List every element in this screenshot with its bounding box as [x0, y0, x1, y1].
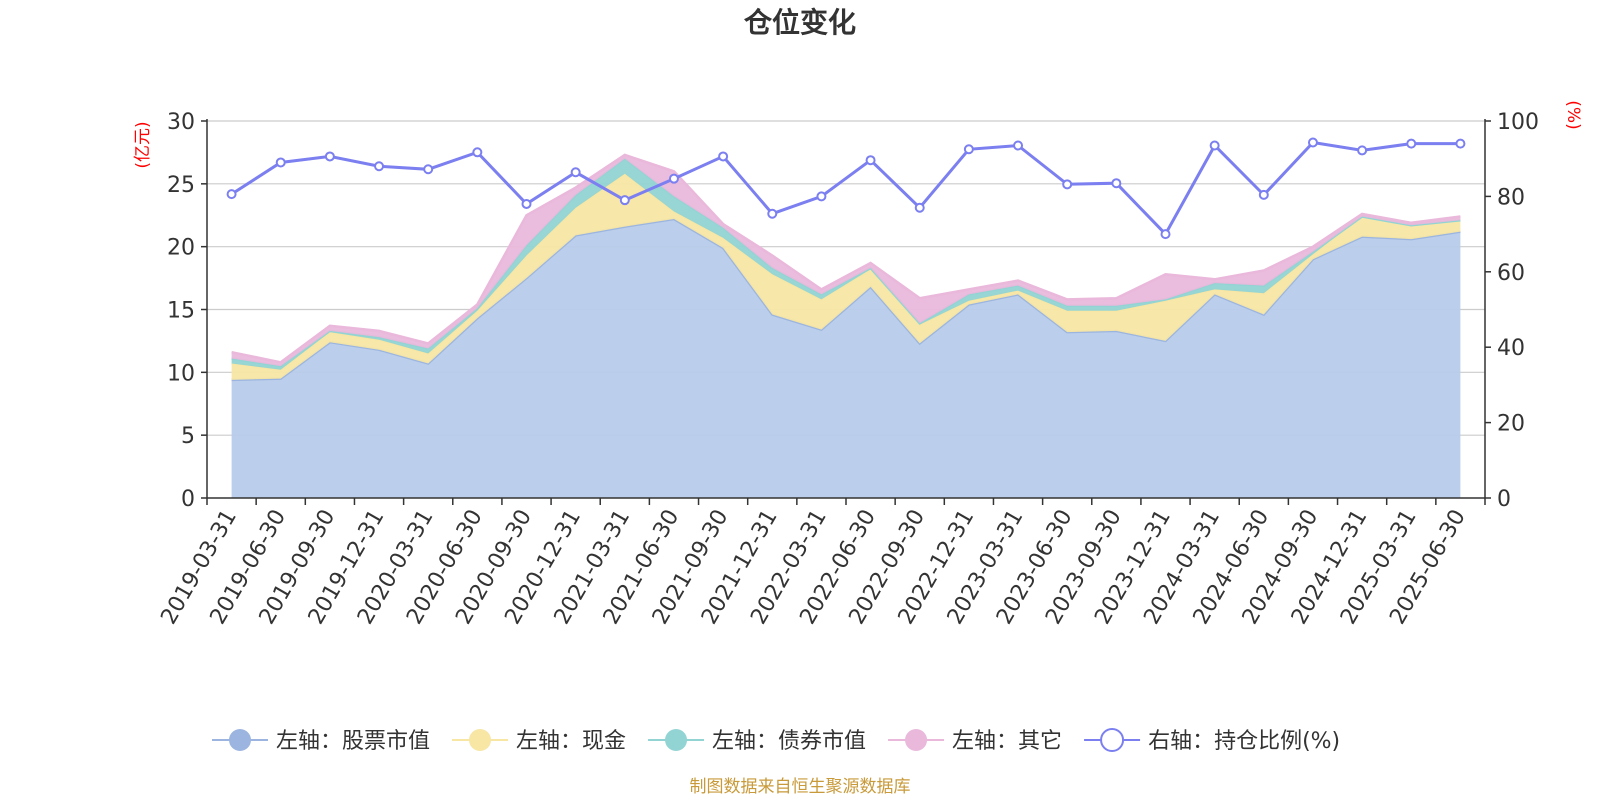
- ratio-point: [865, 155, 876, 166]
- ratio-line-series: [226, 137, 1466, 240]
- ratio-point: [226, 189, 237, 200]
- right-tick-label: 100: [1497, 110, 1539, 135]
- left-tick-label: 10: [167, 361, 195, 386]
- other-area-line: [231, 153, 1461, 364]
- ratio-point: [767, 208, 778, 219]
- ratio-point: [816, 191, 827, 202]
- legend-label: 左轴：债券市值: [712, 729, 866, 754]
- left-tick-label: 25: [167, 173, 195, 198]
- legend-label: 左轴：现金: [516, 729, 626, 754]
- chart-title: 仓位变化: [744, 6, 856, 39]
- ratio-point: [1111, 178, 1122, 189]
- right-tick-label: 20: [1497, 412, 1525, 437]
- ratio-point: [423, 164, 434, 175]
- ratio-point: [472, 147, 483, 158]
- legend-label: 左轴：其它: [952, 729, 1062, 754]
- ratio-point: [1013, 140, 1024, 151]
- ratio-point: [374, 161, 385, 172]
- ratio-point: [668, 173, 679, 184]
- legend-marker: [665, 729, 688, 751]
- cash-area: [231, 173, 1461, 380]
- right-tick-label: 40: [1497, 336, 1525, 361]
- ratio-point: [1406, 138, 1417, 149]
- right-tick-label: 0: [1497, 487, 1511, 512]
- legend-item-bond: 左轴：债券市值: [648, 729, 866, 754]
- ratio-point: [1455, 138, 1466, 149]
- ratio-point: [718, 151, 729, 162]
- legend-item-other: 左轴：其它: [888, 729, 1062, 754]
- ratio-point: [570, 167, 581, 178]
- ratio-point: [1209, 140, 1220, 151]
- left-tick-label: 20: [167, 236, 195, 261]
- left-tick-label: 30: [167, 110, 195, 135]
- ratio-point: [619, 195, 630, 206]
- legend-marker: [1100, 728, 1125, 752]
- ratio-point: [1062, 179, 1073, 190]
- legend-label: 左轴：股票市值: [276, 729, 430, 754]
- data-source-note: 制图数据来自恒生聚源数据库: [690, 777, 911, 797]
- left-axis-unit: (亿元): [133, 121, 153, 168]
- legend-marker: [469, 729, 492, 751]
- legend-label: 右轴：持仓比例(%): [1148, 729, 1340, 754]
- stock-area: [231, 219, 1461, 498]
- left-tick-label: 0: [181, 487, 195, 512]
- legend-marker: [905, 729, 928, 751]
- ratio-point: [324, 151, 335, 162]
- right-tick-label: 60: [1497, 261, 1525, 286]
- ratio-line: [230, 140, 1461, 237]
- left-tick-label: 15: [167, 299, 195, 324]
- ratio-point: [1160, 229, 1171, 240]
- legend-item-ratio: 右轴：持仓比例(%): [1084, 728, 1340, 754]
- ratio-point: [275, 157, 286, 168]
- legend-marker: [229, 729, 251, 751]
- ratio-point: [1357, 145, 1368, 156]
- right-axis-unit: (%): [1563, 100, 1583, 129]
- ratio-point: [1258, 189, 1269, 200]
- legend-item-cash: 左轴：现金: [452, 729, 626, 754]
- ratio-point: [521, 198, 532, 209]
- legend: 左轴：股票市值 左轴：现金 左轴：债券市值 左轴：其它 右轴：持仓比例(%): [212, 728, 1340, 754]
- legend-item-stock: 左轴：股票市值: [212, 729, 430, 754]
- ratio-point: [914, 202, 925, 213]
- left-tick-label: 5: [181, 424, 195, 449]
- ratio-point: [1307, 137, 1318, 148]
- right-tick-label: 80: [1497, 185, 1525, 210]
- stacked-areas: [231, 153, 1461, 498]
- ratio-point: [963, 144, 974, 155]
